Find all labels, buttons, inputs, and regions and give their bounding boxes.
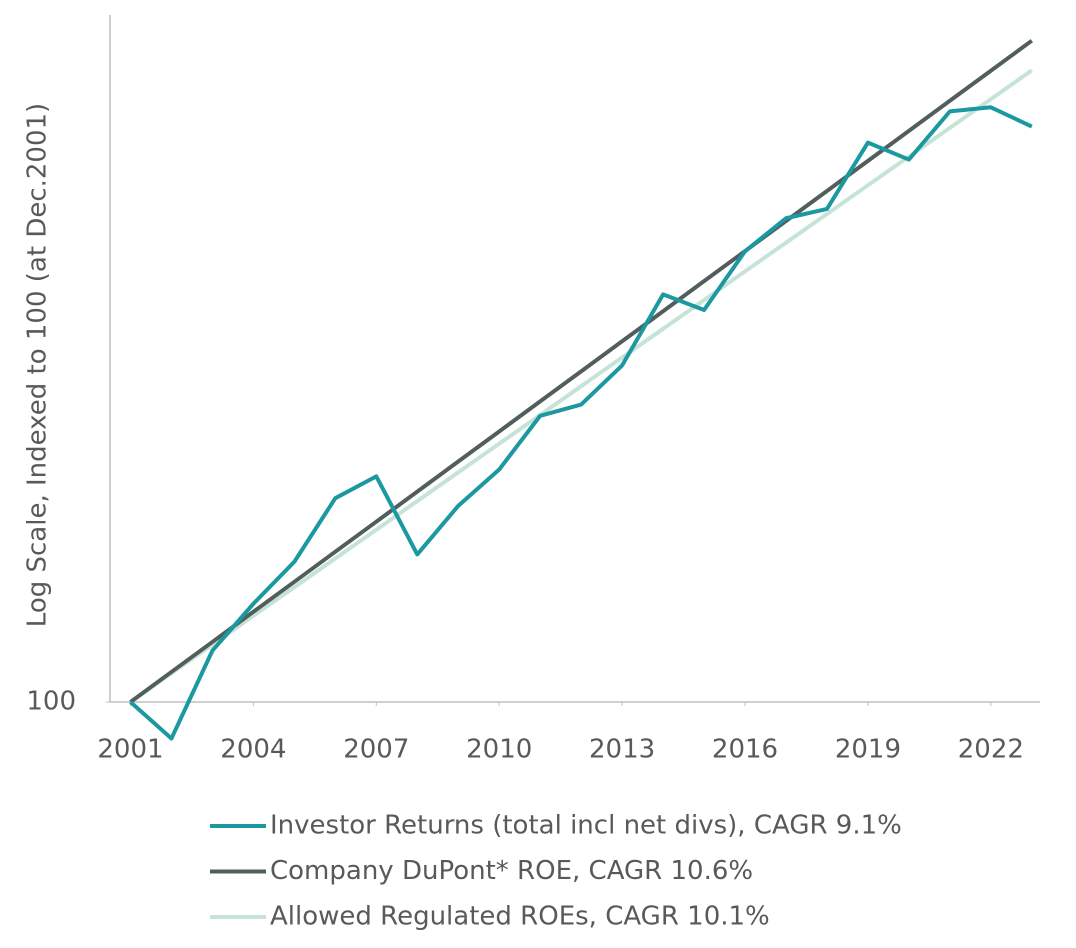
legend-label: Company DuPont* ROE, CAGR 10.6% [270, 856, 753, 886]
x-tick-label: 2004 [220, 735, 286, 765]
x-tick-label: 2001 [97, 735, 163, 765]
y-axis-label: Log Scale, Indexed to 100 (at Dec.2001) [23, 103, 53, 627]
legend-label: Investor Returns (total incl net divs), … [270, 811, 902, 841]
x-tick-label: 2016 [712, 735, 778, 765]
y-tick-label: 100 [26, 687, 76, 717]
series-line [129, 39, 1033, 704]
legend-label: Allowed Regulated ROEs, CAGR 10.1% [270, 902, 770, 932]
series-line [129, 68, 1033, 704]
x-tick-label: 2013 [589, 735, 655, 765]
x-tick-label: 2022 [958, 735, 1024, 765]
x-tick-label: 2010 [466, 735, 532, 765]
x-tick-label: 2019 [835, 735, 901, 765]
series-line [129, 105, 1033, 741]
x-tick-label: 2007 [343, 735, 409, 765]
